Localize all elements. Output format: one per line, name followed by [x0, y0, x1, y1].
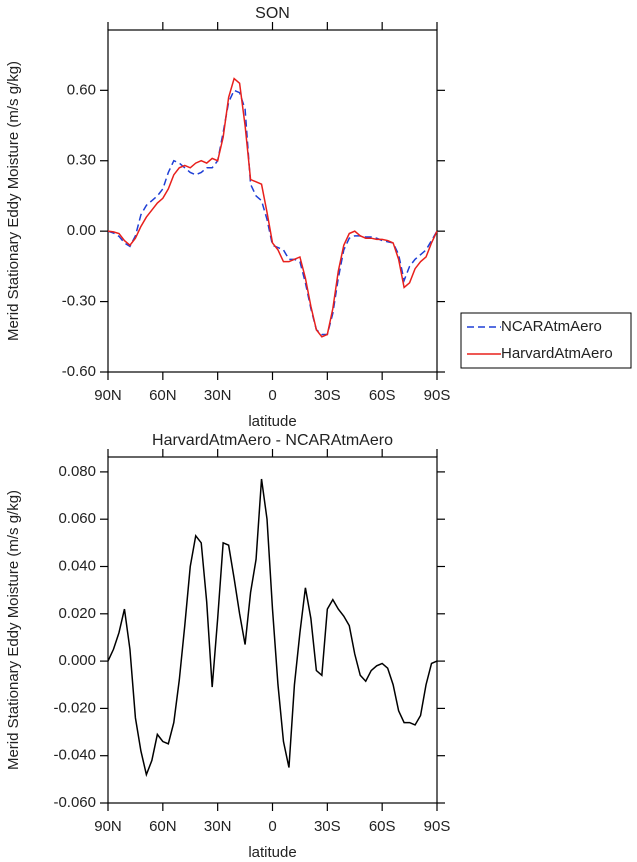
y-tick-label: -0.040 [53, 747, 96, 764]
x-tick-label: 30N [204, 387, 232, 404]
plot-frame [107, 456, 438, 804]
x-tick-label: 60N [149, 387, 177, 404]
x-tick-label: 30S [314, 818, 341, 835]
x-tick-label: 60S [369, 818, 396, 835]
legend: NCARAtmAero HarvardAtmAero [460, 312, 632, 369]
chart-title: HarvardAtmAero - NCARAtmAero [152, 432, 393, 449]
chart-title: SON [255, 5, 290, 22]
x-tick-label: 30N [204, 818, 232, 835]
x-tick-label: 60N [149, 818, 177, 835]
data-line [107, 89, 438, 336]
data-line [107, 478, 438, 778]
x-tick-label: 30S [314, 387, 341, 404]
y-tick-label: -0.060 [53, 794, 96, 811]
legend-label: NCARAtmAero [501, 318, 602, 335]
legend-label: HarvardAtmAero [501, 345, 613, 362]
x-tick-label: 0 [268, 387, 276, 404]
data-line [107, 77, 438, 338]
x-tick-label: 90N [94, 818, 122, 835]
y-tick-label: 0.000 [58, 652, 96, 669]
y-tick-label: 0.00 [67, 222, 96, 239]
plot-frame [107, 29, 438, 373]
x-tick-label: 90S [424, 818, 451, 835]
x-axis-label: latitude [248, 844, 296, 861]
y-tick-label: 0.020 [58, 605, 96, 622]
x-tick-label: 90N [94, 387, 122, 404]
y-tick-label: -0.60 [62, 363, 96, 380]
y-tick-label: 0.30 [67, 152, 96, 169]
y-tick-label: 0.080 [58, 463, 96, 480]
legend-box [460, 312, 632, 369]
x-tick-label: 90S [424, 387, 451, 404]
x-tick-label: 0 [268, 818, 276, 835]
x-axis-label: latitude [248, 413, 296, 430]
y-axis-label: Merid Stationary Eddy Moisture (m/s g/kg… [5, 490, 22, 770]
y-tick-label: 0.60 [67, 81, 96, 98]
y-tick-label: 0.060 [58, 510, 96, 527]
y-axis-label: Merid Stationary Eddy Moisture (m/s g/kg… [5, 61, 22, 341]
y-tick-label: 0.040 [58, 557, 96, 574]
y-tick-label: -0.30 [62, 293, 96, 310]
y-tick-label: -0.020 [53, 699, 96, 716]
x-tick-label: 60S [369, 387, 396, 404]
